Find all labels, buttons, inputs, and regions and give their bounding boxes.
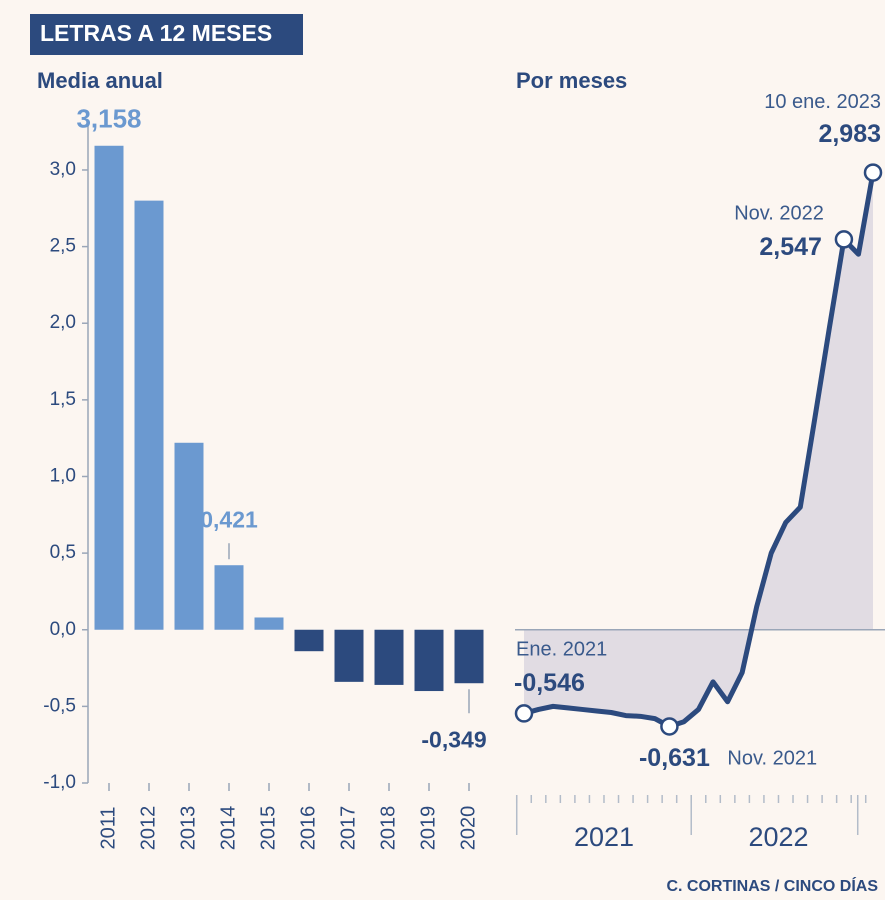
bar <box>254 617 284 630</box>
bar <box>374 629 404 685</box>
value-label: 0,421 <box>200 506 258 532</box>
point <box>660 717 679 736</box>
point <box>834 230 854 249</box>
y-tick-label: -0,5 <box>43 695 76 716</box>
subtitle: Media anual <box>37 68 163 93</box>
y-tick-label: 0,0 <box>50 619 76 640</box>
point-name: Nov. 2022 <box>734 203 824 225</box>
bar <box>454 629 484 684</box>
area <box>524 172 873 727</box>
source: C. CORTINAS / CINCO DÍAS <box>666 876 878 895</box>
value-label: -0,349 <box>421 726 486 752</box>
x-tick-label: 2019 <box>417 806 439 851</box>
value-label: 2,547 <box>759 233 822 261</box>
x-tick-label: 2011 <box>97 806 119 849</box>
x-tick-label: 2013 <box>177 806 199 851</box>
point <box>514 704 534 723</box>
point-name: Nov. 2021 <box>727 748 817 770</box>
line <box>523 172 876 729</box>
bar <box>414 629 444 692</box>
x-tick-label: 2020 <box>457 806 479 851</box>
x-tick-label: 2014 <box>217 806 239 851</box>
title-box <box>30 14 303 55</box>
point-name: 10 ene. 2023 <box>764 91 881 113</box>
x-tick-label: 2012 <box>137 806 159 851</box>
y-tick-label: 2,5 <box>50 236 76 257</box>
point <box>863 163 883 182</box>
bar <box>94 145 124 630</box>
point-name: Ene. 2021 <box>516 639 607 661</box>
x-tick-label: 2016 <box>297 806 319 851</box>
y-tick-label: 2,0 <box>50 312 76 333</box>
bar <box>294 629 324 652</box>
period-label: 2022 <box>748 822 808 852</box>
subtitle: Por meses <box>516 68 627 93</box>
y-tick-label: -1,0 <box>43 772 76 793</box>
bar <box>214 565 244 630</box>
period-label: 2021 <box>574 822 634 852</box>
value-label: -0,546 <box>514 669 585 697</box>
bar <box>334 629 364 682</box>
chart-title: LETRAS A 12 MESES <box>40 20 272 46</box>
bar <box>134 200 164 630</box>
value-label: -0,631 <box>639 744 710 772</box>
x-tick-label: 2015 <box>257 806 279 851</box>
y-tick-label: 0,5 <box>50 542 76 563</box>
x-tick-label: 2018 <box>377 806 399 851</box>
y-tick-label: 3,0 <box>50 159 76 180</box>
bar <box>174 442 204 630</box>
value-label: 3,158 <box>76 104 141 134</box>
y-tick-label: 1,0 <box>50 466 76 487</box>
x-tick-label: 2017 <box>337 806 359 851</box>
y-tick-label: 1,5 <box>50 389 76 410</box>
value-label: 2,983 <box>818 120 881 148</box>
